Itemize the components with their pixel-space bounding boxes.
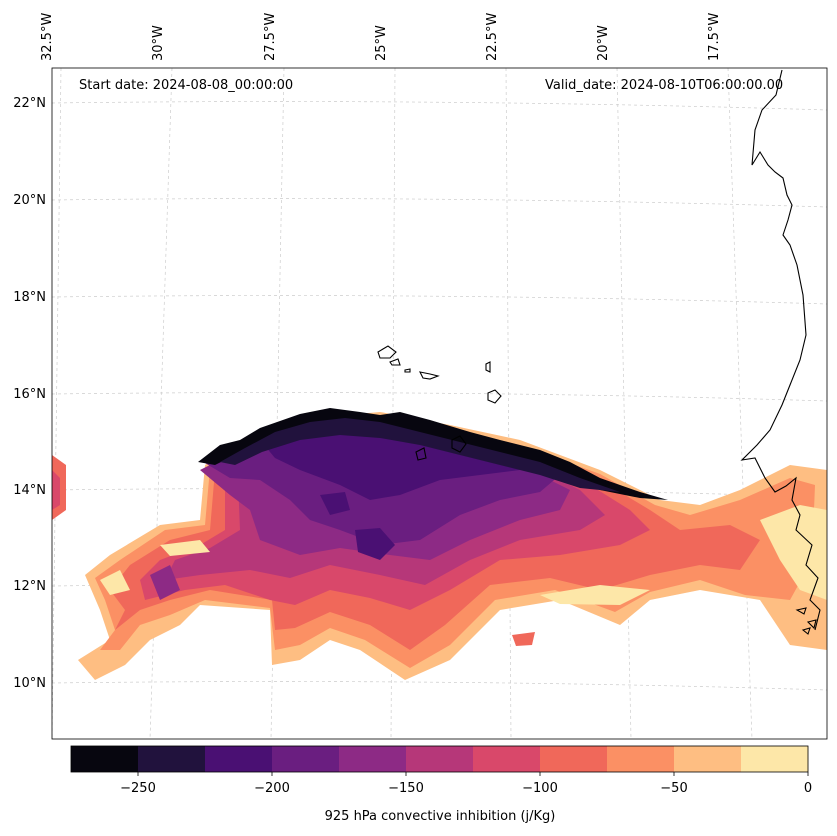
lon-label-25w: 25°W	[374, 25, 389, 61]
cape-verde-island-1	[377, 345, 397, 359]
lon-label-27-5w: 27.5°W	[263, 12, 278, 61]
pocket-light-4	[160, 540, 210, 556]
pocket-light-2	[760, 505, 827, 600]
cape-verde-island-5	[487, 389, 502, 404]
colorbar-segment	[272, 746, 340, 772]
lon-label-22-5w: 22.5°W	[485, 12, 500, 61]
pocket-light-3	[100, 570, 130, 595]
colorbar-tick-label: −150	[388, 781, 424, 796]
lat-label-20n: 20°N	[13, 193, 46, 208]
lat-label-14n: 14°N	[13, 483, 46, 498]
valid-date-label: Valid_date: 2024-08-10T06:00:00.00	[545, 78, 784, 93]
colorbar-frame	[70, 745, 809, 773]
pocket-deep-2	[320, 492, 350, 515]
lat-label-10n: 10°N	[13, 676, 46, 691]
colorbar-segment	[607, 746, 675, 772]
lon-label-20w: 20°W	[596, 25, 611, 61]
colorbar-tick-label: −250	[120, 781, 156, 796]
contour-level-minus225	[260, 416, 530, 500]
lon-label-17-5w: 17.5°W	[707, 12, 722, 61]
lat-label-16n: 16°N	[13, 387, 46, 402]
contour-level-minus250-band	[198, 408, 668, 500]
colorbar-segment	[138, 746, 206, 772]
lon-label-30w: 30°W	[151, 25, 166, 61]
coastlines	[377, 69, 821, 635]
lat-label-12n: 12°N	[13, 579, 46, 594]
colorbar-segment	[406, 746, 474, 772]
cape-verde-island-4	[485, 361, 491, 373]
colorbar-tick-label: −100	[522, 781, 558, 796]
contour-level-minus250-inner	[220, 418, 620, 492]
map-frame	[51, 67, 828, 740]
colorbar-title: 925 hPa convective inhibition (j/Kg)	[324, 809, 556, 824]
africa-coastline	[740, 69, 821, 631]
cape-verde-island-6	[415, 447, 427, 461]
colorbar-segment	[674, 746, 742, 772]
colorbar-segment	[71, 746, 139, 772]
map-area	[52, 68, 827, 739]
colorbar-segment	[540, 746, 608, 772]
pocket-mid-1	[150, 565, 180, 600]
start-date-label: Start date: 2024-08-08_00:00:00	[79, 78, 294, 93]
cape-verde-island-7	[451, 435, 467, 453]
lat-label-22n: 22°N	[13, 96, 46, 111]
colorbar-segment	[339, 746, 407, 772]
colorbar-segment	[473, 746, 541, 772]
cape-verde-island-8	[404, 368, 411, 373]
colorbar-tick-label: 0	[803, 781, 813, 796]
colorbar	[70, 745, 809, 776]
pocket-light-1	[540, 585, 650, 605]
lat-label-18n: 18°N	[13, 290, 46, 305]
colorbar-tick-label: −50	[660, 781, 688, 796]
colorbar-segment	[741, 746, 809, 772]
pocket-deep-1	[355, 528, 395, 560]
fragment-south	[512, 632, 535, 646]
bissagos	[795, 607, 817, 635]
cin-contours	[52, 408, 827, 680]
colorbar-segment	[205, 746, 273, 772]
cape-verde-island-3	[419, 371, 440, 380]
colorbar-tick-label: −200	[254, 781, 290, 796]
cape-verde-island-2	[389, 358, 401, 366]
lon-label-32-5w: 32.5°W	[40, 12, 55, 61]
west-edge-patch-inner	[52, 470, 60, 510]
